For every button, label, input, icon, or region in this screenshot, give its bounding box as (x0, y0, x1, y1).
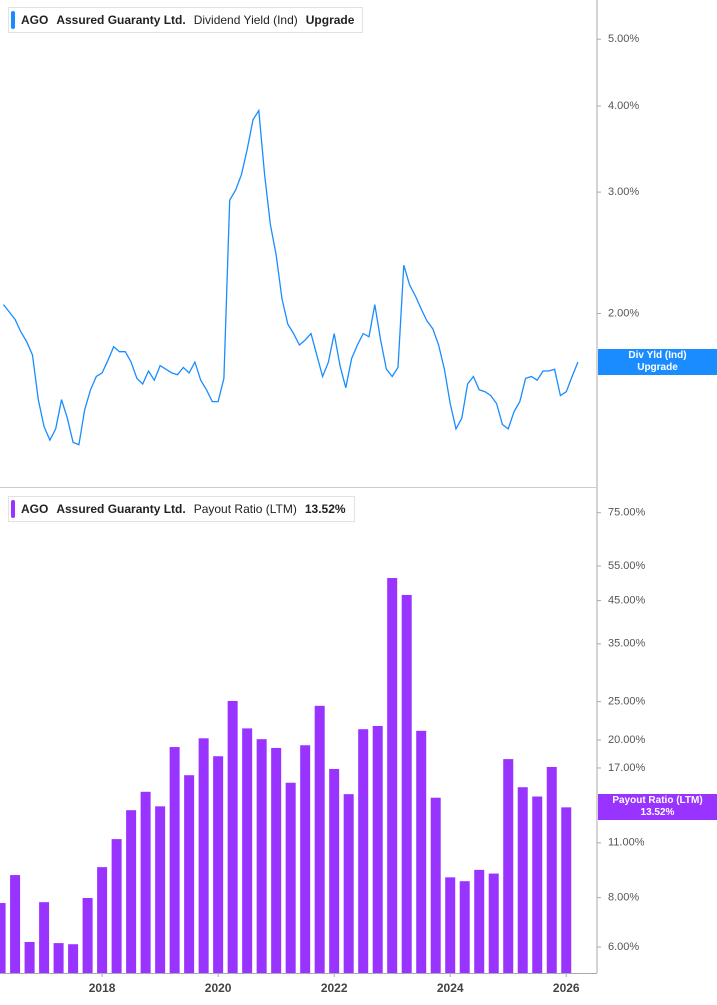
bar (445, 877, 456, 973)
bar (184, 775, 195, 973)
y-tick-label: 17.00% (608, 762, 646, 774)
bar (24, 941, 35, 973)
bar (271, 747, 282, 973)
bar (227, 700, 238, 973)
metric: Dividend Yield (Ind) (193, 13, 298, 27)
bar (358, 729, 369, 973)
bar (0, 903, 6, 973)
bar (401, 594, 412, 973)
bar (430, 797, 441, 973)
tag-text: 13.52% (640, 807, 675, 819)
metric: Payout Ratio (LTM) (193, 502, 297, 516)
bar (39, 902, 50, 973)
bar (126, 810, 137, 973)
bar (387, 578, 398, 973)
value-tag: Payout Ratio (LTM) 13.52% (598, 794, 717, 821)
y-tick-label: 5.00% (608, 33, 639, 45)
bar (213, 756, 224, 973)
bar (242, 728, 253, 973)
company: Assured Guaranty Ltd. (56, 502, 186, 516)
bar (111, 839, 122, 973)
bar (53, 943, 64, 973)
header: AGO Assured Guaranty Ltd. Payout Ratio (… (8, 496, 355, 522)
y-tick-label: 8.00% (608, 891, 639, 903)
ticker: AGO (21, 502, 49, 516)
bar (10, 875, 21, 973)
tag-text: Div Yld (Ind) (628, 350, 687, 362)
bar (503, 759, 514, 973)
x-tick-label: 2022 (321, 981, 348, 995)
bar (140, 791, 151, 973)
bar (68, 944, 79, 973)
y-tick-label: 2.00% (608, 307, 639, 319)
bar (343, 794, 354, 973)
value-tag: Div Yld (Ind) Upgrade (598, 349, 717, 376)
plot (0, 578, 572, 973)
status: Upgrade (305, 13, 355, 27)
header: AGO Assured Guaranty Ltd. Dividend Yield… (8, 7, 364, 33)
x-tick-label: 2024 (437, 981, 464, 995)
bar (474, 869, 485, 973)
x-tick-label: 2018 (89, 981, 116, 995)
y-tick-label: 20.00% (608, 734, 646, 746)
header-marker (11, 11, 15, 29)
y-tick-label: 6.00% (608, 941, 639, 953)
bar (198, 738, 209, 973)
y-tick-label: 11.00% (608, 837, 645, 849)
header-marker (11, 500, 15, 518)
line (2, 108, 579, 446)
bar (285, 782, 296, 973)
bar (372, 725, 383, 973)
status: 13.52% (304, 502, 346, 516)
y-tick-label: 75.00% (608, 507, 646, 519)
x-tick-label: 2026 (553, 981, 580, 995)
plot (2, 108, 579, 446)
bar (416, 730, 427, 973)
y-tick-label: 4.00% (608, 100, 639, 112)
tag-text: Upgrade (637, 362, 678, 374)
bar (459, 881, 470, 973)
ticker: AGO (21, 13, 49, 27)
y-tick-label: 35.00% (608, 638, 646, 650)
x-tick-label: 2020 (205, 981, 232, 995)
bar (517, 787, 528, 973)
bar (532, 796, 543, 973)
company: Assured Guaranty Ltd. (56, 13, 186, 27)
bar (300, 745, 311, 973)
y-tick-label: 55.00% (608, 560, 646, 572)
bar (155, 806, 166, 973)
bar (488, 873, 499, 973)
tag-text: Payout Ratio (LTM) (612, 795, 703, 807)
bar (546, 766, 557, 973)
bar (329, 768, 340, 973)
y-tick-label: 3.00% (608, 186, 639, 198)
bar (169, 747, 180, 973)
bar (314, 705, 325, 973)
bar (97, 867, 108, 973)
bar (561, 807, 572, 973)
y-tick-label: 25.00% (608, 696, 646, 708)
y-tick-label: 45.00% (608, 594, 646, 606)
bar (82, 898, 93, 973)
bar (256, 739, 267, 973)
